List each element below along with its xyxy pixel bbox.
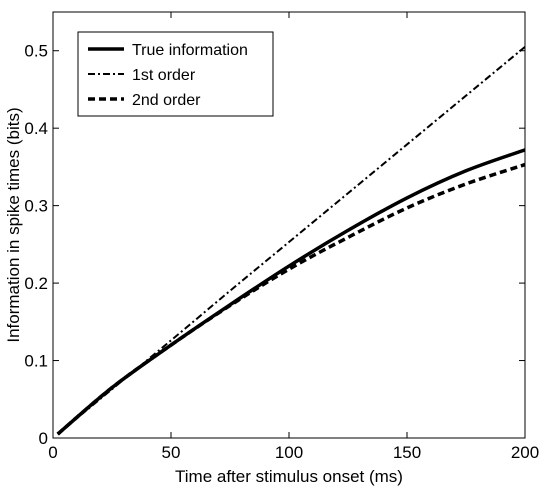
- x-tick-label: 100: [275, 443, 303, 462]
- y-tick-label: 0.1: [24, 352, 48, 371]
- x-tick-label: 0: [48, 443, 57, 462]
- y-tick-label: 0.5: [24, 42, 48, 61]
- y-axis-ticks: 0 0.1 0.2 0.3 0.4 0.5: [24, 42, 525, 448]
- y-tick-label: 0.3: [24, 197, 48, 216]
- legend-label-1st-order: 1st order: [132, 67, 196, 84]
- x-tick-label: 150: [393, 443, 421, 462]
- y-axis-label: Information in spike times (bits): [4, 107, 23, 342]
- legend-label-true-information: True information: [132, 42, 248, 59]
- series-line-true-information: [56, 148, 526, 436]
- x-tick-label: 50: [162, 443, 181, 462]
- x-axis-label: Time after stimulus onset (ms): [175, 467, 403, 486]
- y-tick-label: 0.4: [24, 119, 48, 138]
- y-tick-label: 0.2: [24, 274, 48, 293]
- series-lines: [56, 46, 526, 436]
- x-axis-ticks: 0 50 100 150 200: [48, 12, 539, 462]
- legend: True information 1st order 2nd order: [77, 31, 274, 117]
- x-tick-label: 200: [511, 443, 539, 462]
- series-line-2nd-order: [56, 162, 526, 436]
- legend-box: [77, 31, 274, 117]
- y-tick-label: 0: [39, 429, 48, 448]
- legend-label-2nd-order: 2nd order: [132, 92, 201, 109]
